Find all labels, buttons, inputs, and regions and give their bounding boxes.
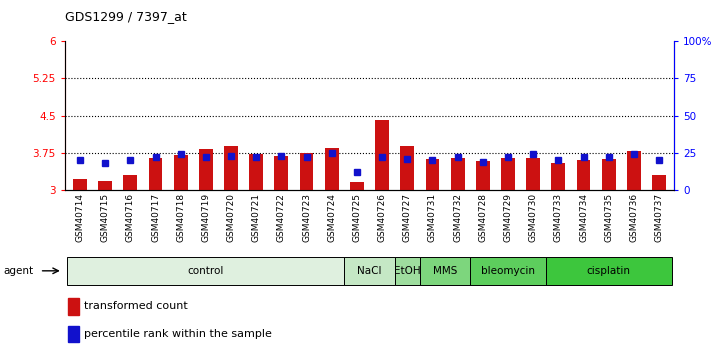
Bar — [400, 146, 414, 190]
Bar — [425, 159, 439, 190]
Text: control: control — [187, 266, 224, 276]
Text: GSM40724: GSM40724 — [327, 193, 336, 242]
Bar — [546, 257, 672, 285]
Text: GSM40736: GSM40736 — [629, 193, 638, 242]
Text: GSM40728: GSM40728 — [478, 193, 487, 242]
Bar — [476, 161, 490, 190]
Text: GSM40714: GSM40714 — [76, 193, 84, 242]
Bar — [526, 158, 540, 190]
Text: EtOH: EtOH — [394, 266, 420, 276]
Bar — [199, 149, 213, 190]
Text: GSM40731: GSM40731 — [428, 193, 437, 242]
Text: GSM40737: GSM40737 — [655, 193, 663, 242]
Bar — [275, 156, 288, 190]
Text: GSM40719: GSM40719 — [201, 193, 211, 242]
Bar — [300, 152, 314, 190]
Text: GSM40716: GSM40716 — [126, 193, 135, 242]
Text: GSM40718: GSM40718 — [176, 193, 185, 242]
Text: GDS1299 / 7397_at: GDS1299 / 7397_at — [65, 10, 187, 23]
Bar — [652, 175, 666, 190]
Bar — [350, 182, 364, 190]
Text: GSM40732: GSM40732 — [453, 193, 462, 242]
Text: GSM40721: GSM40721 — [252, 193, 261, 242]
Bar — [420, 257, 470, 285]
Bar — [73, 179, 87, 190]
Text: NaCl: NaCl — [358, 266, 381, 276]
Bar — [174, 155, 187, 190]
Bar — [123, 175, 137, 190]
Text: GSM40717: GSM40717 — [151, 193, 160, 242]
Text: GSM40735: GSM40735 — [604, 193, 613, 242]
Text: percentile rank within the sample: percentile rank within the sample — [84, 329, 273, 339]
Text: GSM40730: GSM40730 — [528, 193, 538, 242]
Bar — [67, 257, 345, 285]
Bar — [602, 159, 616, 190]
Bar — [394, 257, 420, 285]
Text: MMS: MMS — [433, 266, 457, 276]
Bar — [552, 162, 565, 190]
Bar — [375, 119, 389, 190]
Text: transformed count: transformed count — [84, 302, 188, 311]
Bar — [325, 148, 339, 190]
Text: GSM40720: GSM40720 — [226, 193, 236, 242]
Text: GSM40722: GSM40722 — [277, 193, 286, 242]
Text: agent: agent — [4, 266, 34, 276]
Bar — [249, 154, 263, 190]
Text: GSM40733: GSM40733 — [554, 193, 563, 242]
Bar — [451, 158, 464, 190]
Bar — [98, 181, 112, 190]
Text: GSM40726: GSM40726 — [378, 193, 386, 242]
Text: GSM40729: GSM40729 — [503, 193, 513, 242]
Bar — [345, 257, 394, 285]
Bar — [577, 160, 590, 190]
Bar — [68, 326, 79, 342]
Text: GSM40715: GSM40715 — [101, 193, 110, 242]
Text: GSM40727: GSM40727 — [403, 193, 412, 242]
Text: GSM40734: GSM40734 — [579, 193, 588, 242]
Bar — [627, 151, 641, 190]
Bar — [68, 298, 79, 315]
Text: bleomycin: bleomycin — [481, 266, 535, 276]
Bar — [224, 146, 238, 190]
Bar — [149, 158, 162, 190]
Text: GSM40725: GSM40725 — [353, 193, 361, 242]
Text: cisplatin: cisplatin — [587, 266, 631, 276]
Bar — [501, 158, 515, 190]
Bar — [470, 257, 546, 285]
Text: GSM40723: GSM40723 — [302, 193, 311, 242]
